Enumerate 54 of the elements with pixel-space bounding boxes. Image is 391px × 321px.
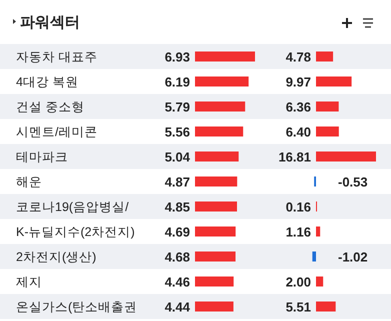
bar (195, 252, 236, 262)
bar (195, 226, 236, 236)
data-label: 5.04 (164, 150, 191, 164)
bar (316, 152, 376, 162)
y-tick-label: 해운 (16, 175, 42, 189)
bar (316, 102, 339, 112)
y-tick-label: 코로나19(음압병실/ (16, 200, 130, 214)
data-label: 4.46 (164, 274, 190, 290)
data-label: 1.16 (286, 224, 311, 240)
bar (195, 202, 237, 212)
bar (316, 52, 334, 62)
bar (195, 126, 244, 136)
y-tick-label: 제지 (16, 275, 42, 289)
data-label: -1.02 (338, 250, 368, 264)
data-label: 6.93 (164, 50, 190, 64)
y-tick-label: 자동차 대표주 (16, 50, 98, 64)
bar (195, 102, 246, 112)
data-label: 4.69 (164, 224, 190, 240)
data-label: 16.81 (278, 150, 311, 164)
bar (316, 76, 352, 86)
y-tick-label: 시멘트/레미콘 (16, 125, 98, 139)
bar (195, 76, 249, 86)
bar (316, 226, 320, 236)
data-label: 4.68 (164, 250, 190, 264)
data-label: 6.36 (286, 100, 311, 114)
text: 파워섹터 (20, 14, 80, 31)
y-tick-label: 4대강 복원 (16, 75, 78, 89)
bar (195, 152, 239, 162)
data-label: 5.79 (164, 100, 190, 114)
bar (195, 176, 238, 186)
data-label: 4.85 (164, 200, 190, 214)
y-tick-label: K-뉴딜지수(2차전지) (16, 225, 135, 239)
y-tick-label: 테마파크 (16, 150, 68, 164)
y-tick-label: 온실가스(탄소배출권 (16, 300, 138, 314)
data-label: 4.87 (164, 174, 190, 190)
bar (195, 302, 234, 312)
data-label: 9.97 (286, 74, 311, 90)
y-tick-label: 2차전지(생산) (16, 250, 96, 264)
data-label: 5.56 (164, 124, 190, 140)
bar (195, 276, 234, 286)
data-label: -0.53 (338, 174, 368, 190)
data-label: 0.16 (286, 200, 311, 214)
data-label: 5.51 (286, 300, 311, 314)
bar (316, 276, 324, 286)
data-label: 6.19 (164, 74, 190, 90)
data-label: 4.44 (164, 300, 191, 314)
data-label: 4.78 (286, 50, 311, 64)
data-label: 6.40 (286, 124, 311, 140)
data-label: 2.00 (286, 274, 311, 290)
bar (195, 52, 255, 62)
bar (316, 126, 339, 136)
bar (316, 302, 336, 312)
bar (312, 252, 316, 262)
y-tick-label: 건설 중소형 (16, 100, 84, 114)
